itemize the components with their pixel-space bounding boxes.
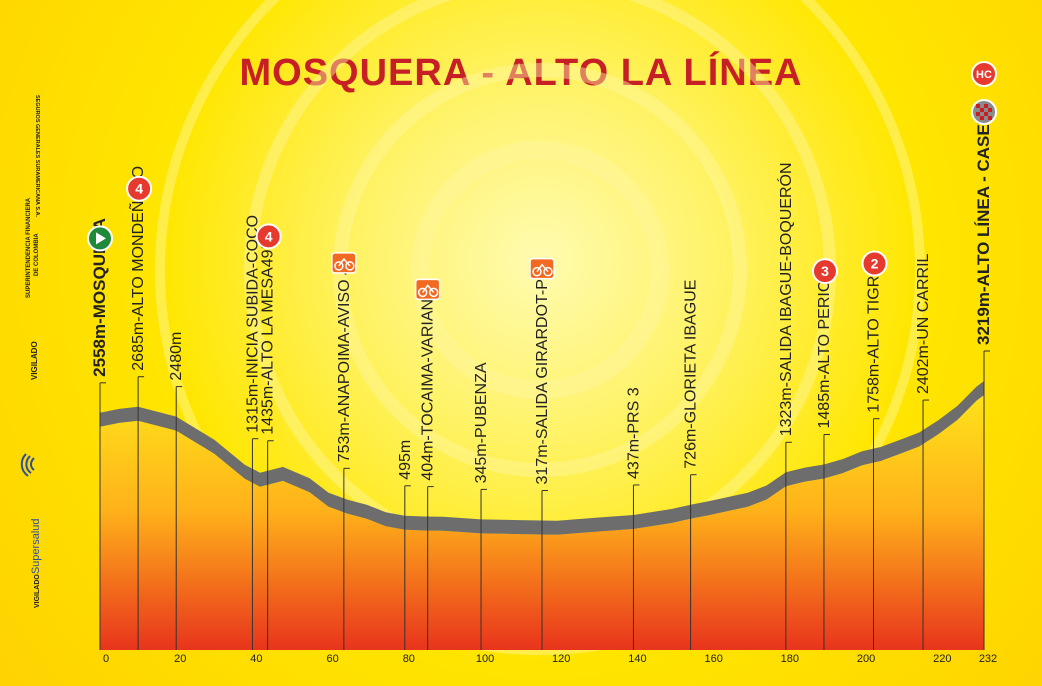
sprint-wheel xyxy=(334,261,344,271)
x-tick-label: 60 xyxy=(326,653,338,665)
finish-check xyxy=(988,116,992,120)
x-tick-label: 100 xyxy=(476,653,494,665)
marker-2: 2480m xyxy=(168,332,185,650)
marker-label: 1435m-ALTO LA MESA495m xyxy=(260,227,277,435)
marker-label: 1485m-ALTO PERICO xyxy=(816,268,833,428)
sprint-frame xyxy=(422,284,435,293)
category-badge-text: 3 xyxy=(821,263,829,279)
marker-label: 317m-SALIDA GIRARDOT-PR1 xyxy=(534,259,551,485)
category-badge xyxy=(861,250,888,277)
supersalud-logo xyxy=(16,450,46,480)
marker-16: 3219m-ALTO LÍNEA - CASETA HC xyxy=(971,61,997,650)
sprint-icon xyxy=(529,257,555,280)
hc-badge xyxy=(971,61,997,87)
stage-title: MOSQUERA - ALTO LA LÍNEA xyxy=(239,52,803,94)
finish-check xyxy=(976,112,980,116)
x-tick-label: 160 xyxy=(704,653,722,665)
marker-label: 437m-PRS 3 xyxy=(625,387,642,479)
marker-8: 345m-PUBENZA xyxy=(473,362,490,650)
marker-label: 3219m-ALTO LÍNEA - CASETA xyxy=(974,103,993,345)
category-badge-text: 4 xyxy=(135,181,143,197)
marker-label: 404m-TOCAIMA-VARIANTE xyxy=(420,278,437,480)
category-badge-text: 2 xyxy=(871,255,879,271)
sprint-icon xyxy=(331,252,357,274)
sprint-wheel xyxy=(428,287,439,298)
finish-check xyxy=(988,108,992,112)
marker-11: 726m-GLORIETA IBAGUE xyxy=(683,280,700,650)
x-tick-label: 80 xyxy=(403,653,415,665)
finish-check xyxy=(984,112,988,116)
x-tick-label: 120 xyxy=(552,653,570,665)
finish-check xyxy=(980,116,984,120)
x-tick-label: 200 xyxy=(857,653,875,665)
x-tick-label: 140 xyxy=(628,653,646,665)
marker-6: 495m xyxy=(397,440,414,650)
hc-badge-text: HC xyxy=(976,69,992,81)
finish-check xyxy=(980,108,984,112)
x-tick-label: 220 xyxy=(933,653,951,665)
sprint-wheel xyxy=(345,261,355,271)
marker-15: 2402m-UN CARRIL xyxy=(915,253,932,650)
marker-label: 2558m-MOSQUERA xyxy=(90,218,109,377)
marker-5: 753m-ANAPOIMA-AVISO 40 xyxy=(331,252,357,650)
marker-label: 1323m-SALIDA IBAGUE-BOQUERÓN xyxy=(776,162,795,436)
sprint-wheel xyxy=(417,287,428,298)
marker-12: 1323m-SALIDA IBAGUE-BOQUERÓN xyxy=(776,162,795,650)
marker-label: 753m-ANAPOIMA-AVISO 40 xyxy=(336,257,353,462)
finish-check xyxy=(984,104,988,108)
start-arrow xyxy=(96,232,106,245)
finish-check xyxy=(976,104,980,108)
sprint-icon xyxy=(414,278,441,301)
sprint-frame xyxy=(338,257,351,267)
marker-10: 437m-PRS 3 xyxy=(625,387,642,650)
marker-label: 1315m-INICIA SUBIDA-COCO xyxy=(244,215,261,433)
category-badge-text: 4 xyxy=(265,228,273,244)
marker-label: 345m-PUBENZA xyxy=(473,362,490,483)
x-tick-label: 180 xyxy=(781,653,799,665)
marker-label: 495m xyxy=(397,440,414,480)
supersalud-icon xyxy=(20,453,35,477)
category-badge xyxy=(811,258,838,285)
marker-label: 726m-GLORIETA IBAGUE xyxy=(683,280,700,469)
sprint-frame xyxy=(536,263,549,273)
sprint-wheel xyxy=(532,266,542,277)
x-tick-label: 232 xyxy=(979,653,997,665)
x-tick-label: 40 xyxy=(250,653,262,665)
marker-7: 404m-TOCAIMA-VARIANTE xyxy=(414,278,441,650)
marker-label: 2402m-UN CARRIL xyxy=(915,253,932,394)
marker-label: 1758m-ALTO TIGRE xyxy=(866,265,883,413)
marker-label: 2685m-ALTO MONDEÑEDO xyxy=(127,166,147,371)
profile-surface xyxy=(100,381,984,535)
sprint-wheel xyxy=(543,266,553,277)
x-tick-label: 20 xyxy=(174,653,186,665)
x-tick-label: 0 xyxy=(103,653,109,665)
profile-area xyxy=(100,395,984,650)
category-badge xyxy=(126,175,153,202)
category-badge xyxy=(255,223,282,250)
marker-label: 2480m xyxy=(168,332,185,381)
marker-0: 2558m-MOSQUERA xyxy=(87,218,113,650)
marker-3: 1315m-INICIA SUBIDA-COCO xyxy=(244,215,261,650)
marker-9: 317m-SALIDA GIRARDOT-PR1 xyxy=(529,257,555,650)
